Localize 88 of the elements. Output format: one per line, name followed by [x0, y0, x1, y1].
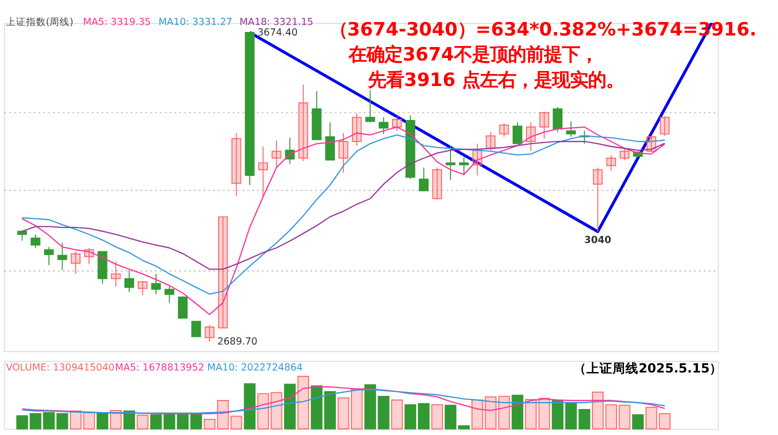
bar: [230, 416, 242, 430]
bar: [605, 404, 618, 430]
bar: [404, 404, 416, 430]
annotation: 在确定3674不是顶的前提下，: [348, 44, 598, 66]
candlestick: [258, 146, 268, 198]
text: MA10: 2022724864: [207, 362, 303, 374]
bar: [244, 383, 256, 430]
candlestick: [272, 140, 282, 168]
candlestick: [164, 286, 174, 304]
bar: [418, 403, 430, 430]
annotation: 3040: [584, 235, 612, 246]
candlestick: [218, 216, 228, 328]
candlestick: [138, 281, 148, 296]
bar: [632, 414, 644, 430]
candlestick: [30, 234, 40, 248]
candlestick: [191, 320, 202, 338]
candlestick: [365, 90, 376, 123]
candlestick: [566, 120, 576, 138]
candlestick: [352, 113, 362, 146]
bar: [123, 410, 136, 430]
bar: [364, 384, 376, 430]
candlestick: [446, 145, 456, 181]
text: MA5: 3319.35: [83, 16, 151, 28]
bar: [176, 413, 189, 430]
candlestick: [660, 116, 670, 136]
candlestick: [526, 122, 536, 152]
candlestick: [486, 132, 496, 151]
candlestick: [124, 270, 134, 293]
bar: [284, 384, 296, 430]
bar: [525, 398, 537, 430]
bar: [83, 412, 95, 430]
bar: [646, 406, 658, 430]
bar: [431, 404, 443, 430]
bar: [257, 393, 269, 430]
candlestick: [606, 154, 616, 172]
candlestick: [298, 84, 308, 162]
bar: [204, 418, 216, 430]
bar: [498, 396, 510, 430]
bar: [217, 400, 229, 430]
candlestick: [539, 111, 550, 140]
bar: [378, 396, 390, 430]
bar: [96, 412, 108, 430]
candlestick: [231, 132, 242, 196]
bar: [512, 394, 524, 430]
bar: [70, 410, 82, 430]
text: MA10: 3331.27: [158, 16, 232, 28]
bar: [136, 414, 148, 430]
chart-title: 上证指数(周线): [6, 16, 74, 28]
bar: [592, 392, 604, 430]
text: MA18: 3321.15: [240, 16, 314, 28]
bar: [350, 389, 363, 430]
bar: [110, 410, 122, 430]
candlestick: [459, 156, 469, 176]
bar: [538, 398, 550, 430]
bar: [391, 400, 403, 430]
candlestick: [592, 167, 603, 232]
candlestick: [178, 296, 188, 319]
candlestick: [70, 251, 81, 274]
annotation: 2689.70: [217, 336, 258, 348]
text: VOLUME: 1309415040: [6, 362, 115, 374]
annotation: 3674.40: [257, 27, 298, 38]
candlestick: [325, 122, 335, 160]
annotation: 先看3916 点左右，是现实的。: [367, 70, 624, 91]
candlestick: [110, 260, 121, 287]
text: （上证周线2025.5.15）: [574, 360, 723, 376]
candlestick: [512, 122, 522, 144]
bar: [618, 404, 630, 430]
candlestick: [204, 324, 214, 342]
candlestick: [552, 106, 562, 133]
candlestick: [338, 132, 348, 174]
candlestick: [620, 148, 630, 160]
text: MA5: 1678813952: [115, 362, 204, 374]
bar: [56, 413, 68, 430]
candlestick: [432, 167, 442, 200]
bar: [297, 376, 310, 430]
bar: [484, 396, 497, 430]
bar: [471, 400, 484, 430]
candlestick: [499, 122, 509, 138]
bar: [190, 414, 202, 430]
bar: [338, 397, 350, 430]
candlestick: [151, 273, 161, 295]
candlestick: [44, 246, 54, 266]
candlestick: [57, 242, 68, 271]
candlestick: [378, 116, 388, 134]
candlestick: [392, 116, 402, 132]
bar: [658, 413, 671, 430]
candlestick: [418, 167, 429, 192]
bar: [270, 392, 282, 430]
